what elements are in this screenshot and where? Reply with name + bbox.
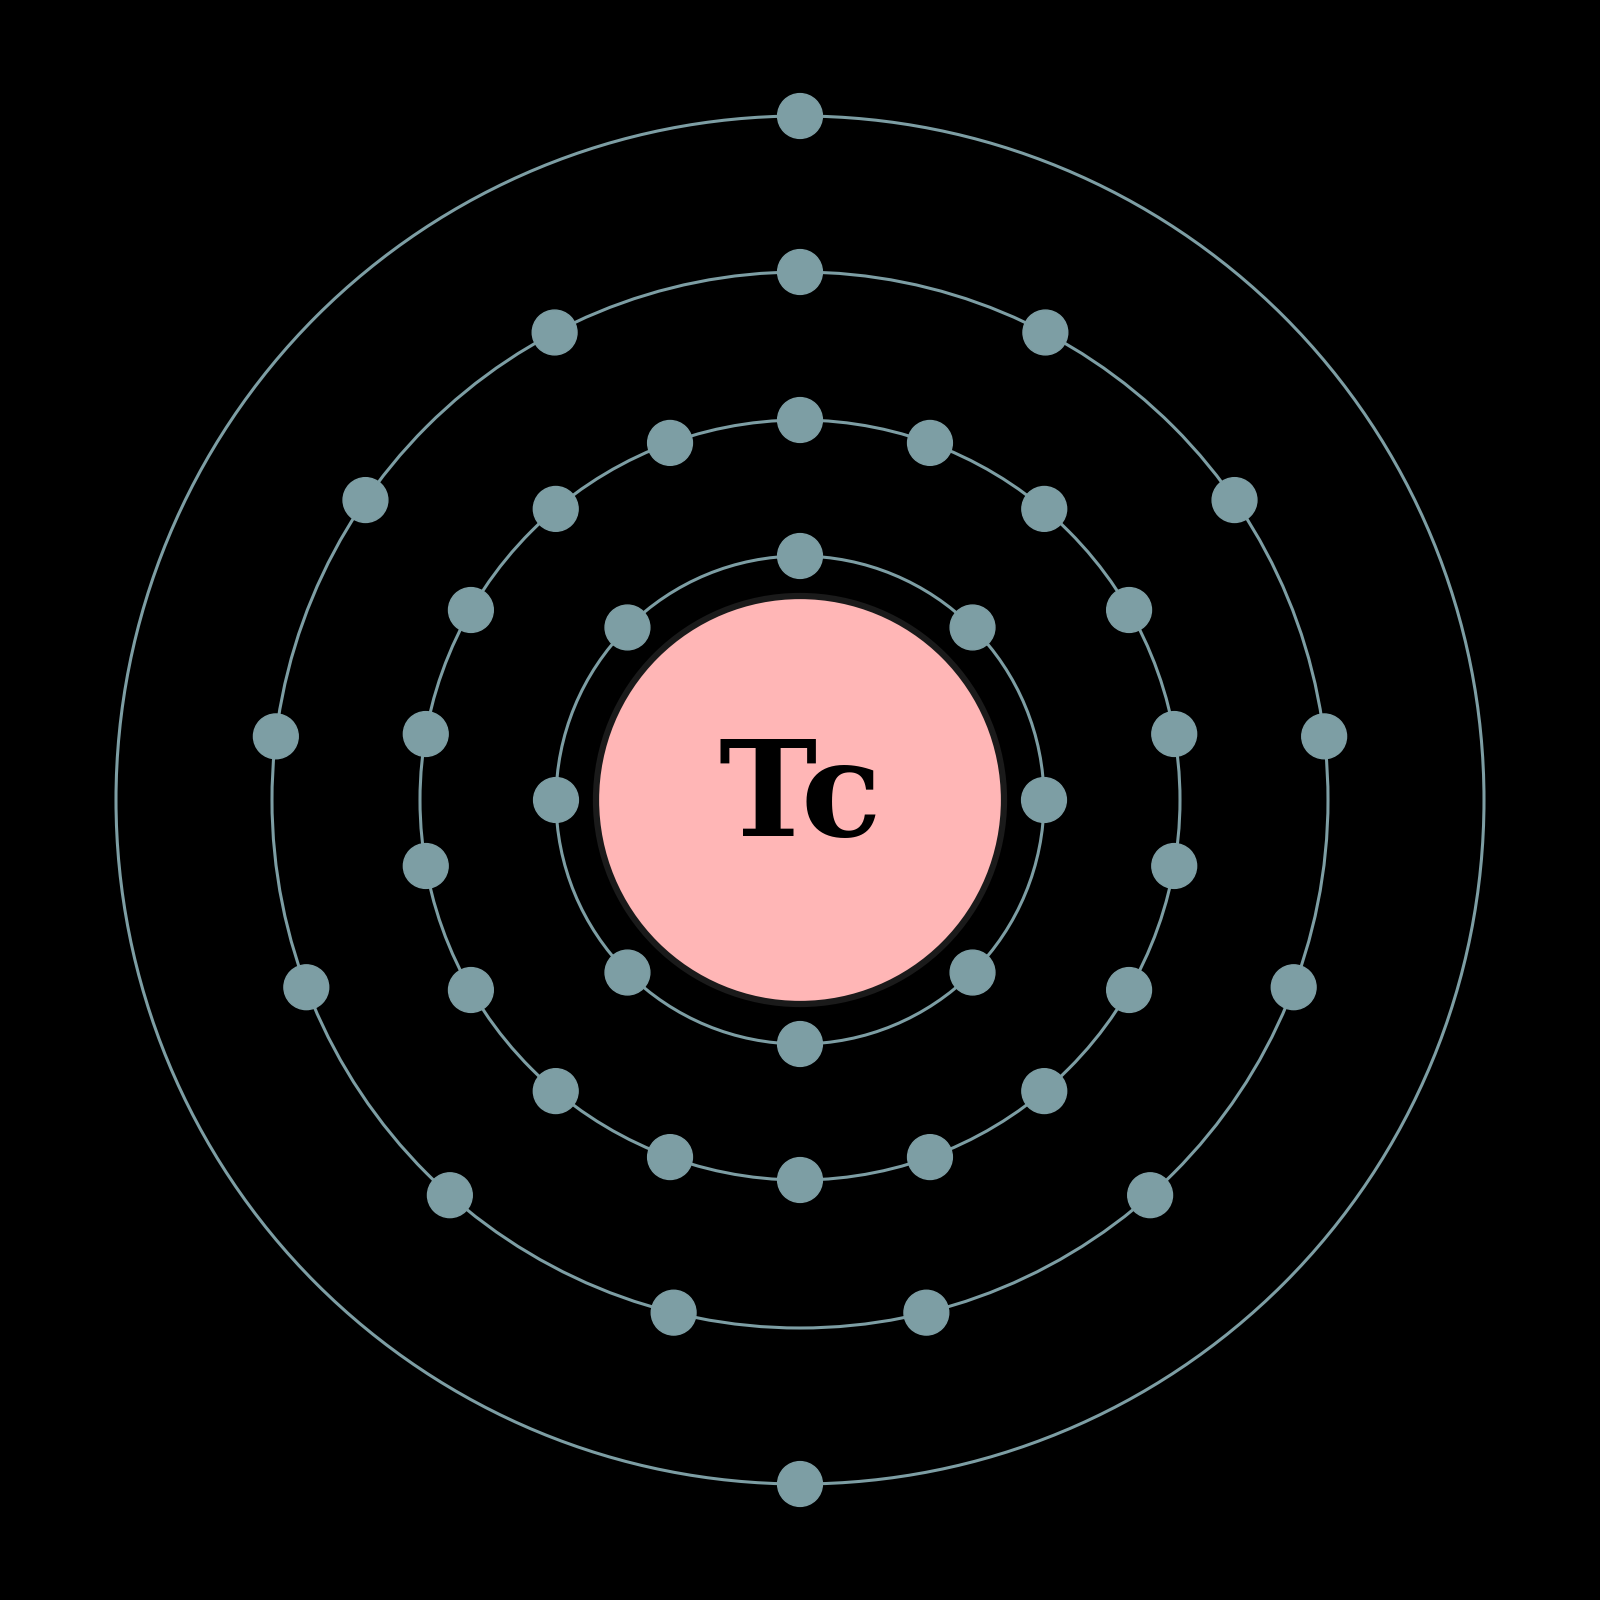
- Circle shape: [1022, 1069, 1067, 1114]
- Circle shape: [1022, 486, 1067, 531]
- Circle shape: [283, 965, 328, 1010]
- Circle shape: [950, 950, 995, 995]
- Circle shape: [403, 843, 448, 888]
- Circle shape: [907, 1134, 952, 1179]
- Circle shape: [403, 712, 448, 757]
- Circle shape: [534, 778, 579, 822]
- Circle shape: [778, 533, 822, 578]
- Circle shape: [427, 1173, 472, 1218]
- Circle shape: [1107, 587, 1152, 632]
- Circle shape: [1022, 310, 1067, 355]
- Circle shape: [1152, 712, 1197, 757]
- Text: Tc: Tc: [718, 736, 882, 864]
- Circle shape: [1213, 478, 1258, 523]
- Circle shape: [778, 397, 822, 443]
- Circle shape: [778, 250, 822, 294]
- Circle shape: [1128, 1173, 1173, 1218]
- Circle shape: [651, 1290, 696, 1334]
- Circle shape: [778, 1462, 822, 1507]
- Circle shape: [907, 421, 952, 466]
- Circle shape: [533, 310, 578, 355]
- Circle shape: [1152, 843, 1197, 888]
- Circle shape: [448, 587, 493, 632]
- Circle shape: [1302, 714, 1347, 758]
- Circle shape: [253, 714, 298, 758]
- Circle shape: [778, 653, 822, 698]
- Circle shape: [904, 1290, 949, 1334]
- Circle shape: [778, 1158, 822, 1203]
- Circle shape: [595, 595, 1005, 1005]
- Circle shape: [648, 421, 693, 466]
- Circle shape: [448, 968, 493, 1013]
- Circle shape: [648, 1134, 693, 1179]
- Circle shape: [1022, 778, 1067, 822]
- Circle shape: [778, 901, 822, 946]
- Circle shape: [950, 605, 995, 650]
- Circle shape: [605, 950, 650, 995]
- Circle shape: [533, 486, 578, 531]
- Circle shape: [778, 1021, 822, 1066]
- Circle shape: [778, 93, 822, 139]
- Circle shape: [342, 478, 387, 523]
- Circle shape: [533, 1069, 578, 1114]
- Circle shape: [605, 605, 650, 650]
- Circle shape: [1107, 968, 1152, 1013]
- Circle shape: [1272, 965, 1317, 1010]
